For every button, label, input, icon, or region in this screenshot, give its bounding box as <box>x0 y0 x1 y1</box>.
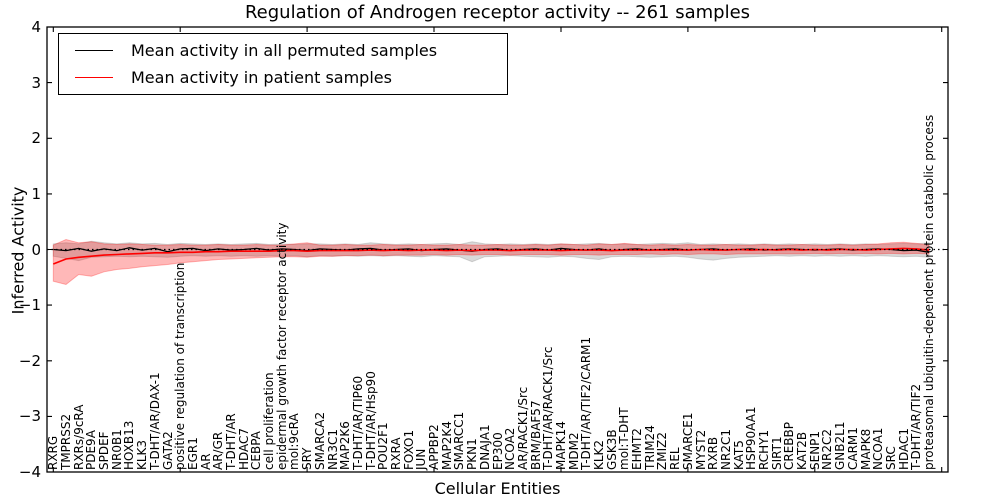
x-category-label: mol:9cRA <box>287 413 302 470</box>
x-category-label: KAT5 <box>731 440 746 470</box>
x-category-label: positive regulation of transcription <box>173 262 188 470</box>
x-category-label: DNAJA1 <box>477 424 492 470</box>
x-category-label: NCOA1 <box>871 427 886 470</box>
x-category-label: mol:T-DHT <box>617 407 632 470</box>
x-category-label: BRM/BAF57 <box>528 400 543 470</box>
x-category-label: SENP1 <box>807 430 822 470</box>
x-category-label: T-DHT/AR/DAX-1 <box>147 372 162 470</box>
x-category-label: TMPRSS2 <box>59 413 74 470</box>
x-category-label: T-DHT/AR/Hsp90 <box>363 371 378 470</box>
x-category-label: APPBP2 <box>427 424 442 470</box>
x-category-label: HDAC7 <box>236 427 251 470</box>
x-category-label: JUN <box>414 448 429 470</box>
y-tick-label: 4 <box>31 18 41 36</box>
legend: Mean activity in all permuted samples Me… <box>58 33 508 95</box>
legend-entry-permuted: Mean activity in all permuted samples <box>75 41 507 60</box>
x-category-label: EGR1 <box>185 437 200 470</box>
x-category-label: GATA2 <box>160 431 175 470</box>
x-category-label: NR0B1 <box>109 429 124 470</box>
x-category-label: MAPK14 <box>553 421 568 470</box>
permuted-range-band <box>52 240 930 263</box>
y-tick-label: 2 <box>31 129 41 148</box>
y-tick-label: 1 <box>31 184 41 203</box>
x-category-label: MAP2K6 <box>338 421 353 470</box>
axes-frame <box>46 26 949 473</box>
legend-line-permuted-icon <box>75 50 113 52</box>
x-category-label: EP300 <box>490 432 505 470</box>
y-tick-label: −3 <box>18 407 41 426</box>
x-category-label: PKN1 <box>465 438 480 470</box>
x-category-label: SMARCE1 <box>680 412 695 470</box>
x-category-label: SMARCC1 <box>452 411 467 470</box>
x-category-label: POU2F1 <box>376 422 391 470</box>
x-category-label: NCOA2 <box>503 427 518 470</box>
x-category-label: HDAC1 <box>896 427 911 470</box>
x-category-label: CREBBP <box>782 422 797 470</box>
x-category-label: RXRs/9cRA <box>71 404 86 470</box>
x-category-label: T-DHT/AR/RACK1/Src <box>541 346 556 470</box>
x-category-label: T-DHT/AR/TIF2/CARM1 <box>579 336 594 470</box>
x-category-label: GNB2L1 <box>833 421 848 470</box>
x-category-label: CEBPA <box>249 431 264 470</box>
x-category-label: T-DHT/AR/TIF2 <box>909 383 924 470</box>
x-category-label: AR/GR <box>211 431 226 470</box>
x-category-label: RXRA <box>388 437 403 470</box>
legend-line-patient-icon <box>75 76 113 78</box>
y-tick-label: −2 <box>18 351 41 370</box>
x-category-label: KLK2 <box>592 439 607 470</box>
x-category-label: REL <box>668 447 683 470</box>
x-category-label: RXRB <box>706 436 721 470</box>
x-category-label: EHMT2 <box>630 428 645 470</box>
x-category-label: HSP90AA1 <box>744 406 759 470</box>
x-category-label: GSK3B <box>604 429 619 470</box>
x-category-label: SRC <box>883 446 898 470</box>
x-category-label: ZMIZ2 <box>655 432 670 470</box>
x-category-label: MDM2 <box>566 432 581 470</box>
chart-title: Regulation of Androgen receptor activity… <box>244 2 751 23</box>
legend-label-permuted: Mean activity in all permuted samples <box>131 41 438 61</box>
y-tick-label: 3 <box>31 73 41 92</box>
x-category-label: SIRT1 <box>769 436 784 470</box>
x-category-label: epidermal growth factor receptor activit… <box>274 222 289 470</box>
x-category-label: CARM1 <box>845 427 860 470</box>
x-category-label: RXRG <box>46 435 61 470</box>
x-category-label: TRIM24 <box>642 425 657 470</box>
x-axis-label: Cellular Entities <box>434 479 561 498</box>
x-category-label: cell proliferation <box>262 372 277 470</box>
x-category-label: KAT2B <box>795 431 810 470</box>
y-tick-label: −1 <box>18 296 41 315</box>
x-category-label: NR2C1 <box>718 429 733 470</box>
legend-entry-patient: Mean activity in patient samples <box>75 68 507 87</box>
y-tick-label: −4 <box>18 463 41 481</box>
x-category-label: PDE9A <box>84 430 99 470</box>
x-category-label: T-DHT/AR/TIP60 <box>350 375 365 470</box>
x-category-label: MAP2K4 <box>439 421 454 470</box>
x-category-label: FOXO1 <box>401 429 416 470</box>
x-category-label: SMARCA2 <box>312 411 327 470</box>
x-category-label: AR <box>198 453 213 470</box>
y-tick-label: 0 <box>31 240 41 259</box>
x-category-label: T-DHT/AR <box>224 413 238 470</box>
x-category-label: SRY <box>300 447 315 470</box>
legend-label-patient: Mean activity in patient samples <box>131 67 392 87</box>
x-category-label: KLK3 <box>135 439 150 470</box>
axis-ticks <box>47 26 948 473</box>
x-category-label: AR/RACK1/Src <box>515 386 530 470</box>
x-category-label: NR2C2 <box>820 429 835 470</box>
x-category-label: HOXB13 <box>122 420 137 470</box>
x-category-label: SPDEF <box>97 431 112 470</box>
patient-mean-line <box>53 247 930 265</box>
x-category-label: proteasomal ubiquitin-dependent protein … <box>921 114 936 470</box>
x-category-label: MYST2 <box>693 429 708 470</box>
x-category-label: NR3C1 <box>325 429 340 470</box>
x-category-label: MAPK8 <box>858 428 873 470</box>
x-category-label: RCHY1 <box>756 429 771 470</box>
